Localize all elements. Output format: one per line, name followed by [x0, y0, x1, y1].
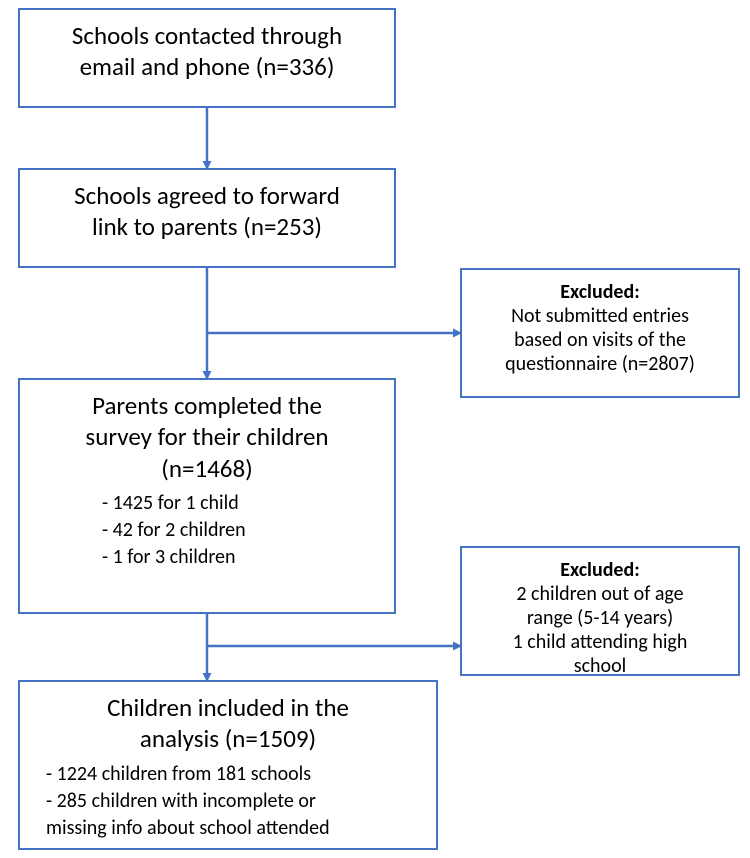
excluded-box-age-range: Excluded: 2 children out of age range (5… — [460, 546, 740, 676]
line: based on visits of the — [514, 328, 686, 352]
line: questionnaire (n=2807) — [505, 352, 695, 376]
sub-line: - 1 for 3 children — [102, 545, 236, 569]
box-title: Children included in the analysis (n=150… — [34, 692, 422, 755]
excluded-body: Not submitted entries based on visits of… — [476, 304, 724, 376]
box-title: Schools agreed to forward link to parent… — [34, 180, 380, 243]
colon: : — [634, 558, 640, 582]
excluded-title: Excluded: — [476, 280, 724, 304]
box-sublist: - 1425 for 1 child - 42 for 2 children -… — [34, 490, 380, 571]
line: survey for their children — [85, 421, 328, 452]
line: link to parents (n=253) — [92, 211, 322, 242]
flow-box-parents-completed: Parents completed the survey for their c… — [18, 378, 396, 614]
sub-line: - 285 children with incomplete or — [46, 789, 316, 813]
line: Not submitted entries — [511, 304, 689, 328]
line: school — [574, 654, 626, 678]
box-sublist: - 1224 children from 181 schools - 285 c… — [34, 761, 422, 842]
box-title: Schools contacted through email and phon… — [34, 20, 380, 83]
line: range (5-14 years) — [527, 606, 673, 630]
line: analysis (n=1509) — [140, 723, 316, 754]
line: (n=1468) — [161, 453, 252, 484]
excluded-title-text: Excluded — [560, 558, 634, 582]
flow-box-children-included: Children included in the analysis (n=150… — [18, 680, 438, 850]
excluded-title-text: Excluded — [560, 280, 634, 304]
box-title: Parents completed the survey for their c… — [34, 390, 380, 484]
line: email and phone (n=336) — [80, 51, 335, 82]
sub-line: missing info about school attended — [46, 816, 330, 840]
line: Schools agreed to forward — [74, 180, 340, 211]
line: 1 child attending high — [513, 630, 688, 654]
line: Children included in the — [107, 692, 349, 723]
flow-box-contacted: Schools contacted through email and phon… — [18, 8, 396, 108]
line: Schools contacted through — [72, 20, 342, 51]
flow-box-agreed: Schools agreed to forward link to parent… — [18, 168, 396, 268]
sub-line: - 42 for 2 children — [102, 518, 246, 542]
excluded-box-not-submitted: Excluded: Not submitted entries based on… — [460, 268, 740, 398]
sub-line: - 1224 children from 181 schools — [46, 762, 311, 786]
line: 2 children out of age — [516, 582, 683, 606]
excluded-body: 2 children out of age range (5-14 years)… — [476, 582, 724, 678]
colon: : — [634, 280, 640, 304]
excluded-title: Excluded: — [476, 558, 724, 582]
line: Parents completed the — [92, 390, 322, 421]
sub-line: - 1425 for 1 child — [102, 491, 239, 515]
